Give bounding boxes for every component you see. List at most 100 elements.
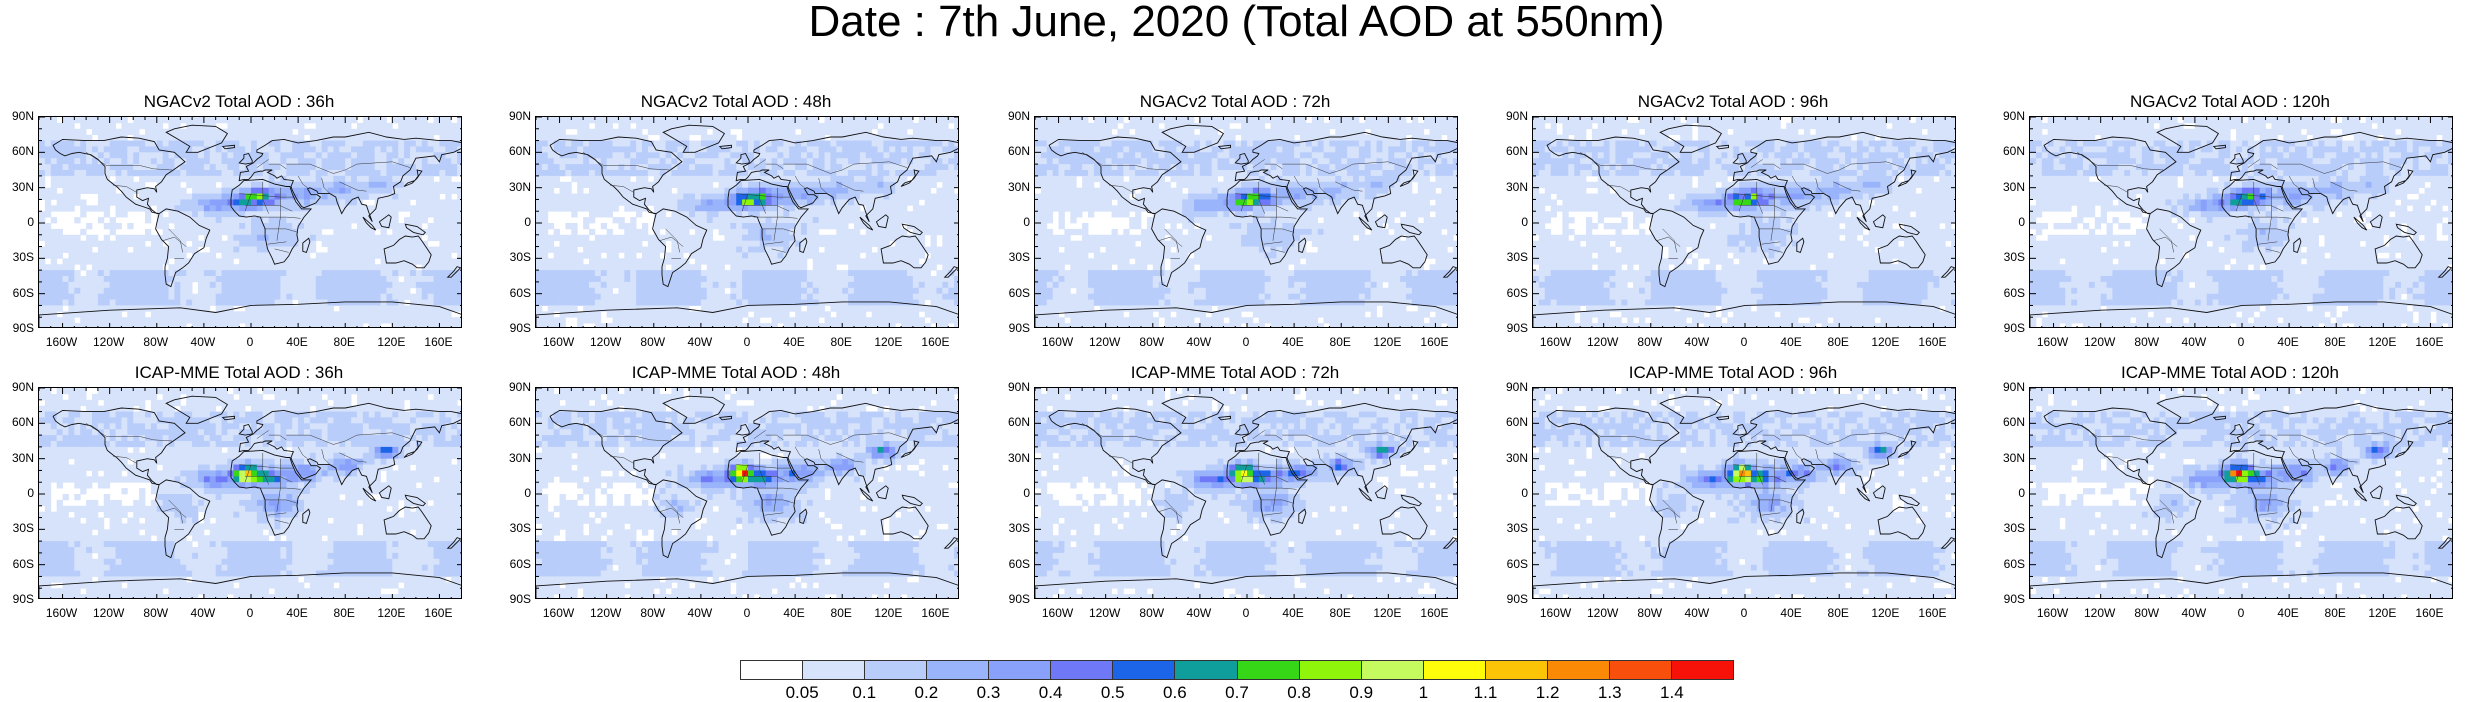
lat-tick-label: 0 (497, 216, 531, 228)
colorbar-tick-label: 0.05 (777, 684, 827, 701)
lat-tick-label: 30S (996, 522, 1030, 534)
panel-title: ICAP-MME Total AOD : 96h (1518, 363, 1948, 383)
lat-tick-label: 0 (996, 487, 1030, 499)
colorbar-tick-label: 0.2 (901, 684, 951, 701)
lon-tick-label: 160W (1536, 336, 1576, 348)
colorbar-cell (927, 661, 989, 679)
lat-tick-label: 90N (996, 110, 1030, 122)
lon-tick-label: 160E (1414, 336, 1454, 348)
aod-map-canvas (1035, 388, 1458, 599)
lon-tick-label: 160E (418, 336, 458, 348)
lon-tick-label: 80W (2127, 607, 2167, 619)
colorbar-cell (1051, 661, 1113, 679)
lon-tick-label: 0 (1226, 336, 1266, 348)
lat-tick-label: 90S (1494, 322, 1528, 334)
lat-tick-label: 60N (497, 416, 531, 428)
lon-tick-label: 160W (1038, 607, 1078, 619)
colorbar-cell (1486, 661, 1548, 679)
lat-tick-label: 30S (1494, 522, 1528, 534)
lat-tick-label: 60S (996, 558, 1030, 570)
lon-tick-label: 80W (1630, 336, 1670, 348)
colorbar-cell (1362, 661, 1424, 679)
lat-tick-label: 90S (1991, 322, 2025, 334)
lon-tick-label: 80W (2127, 336, 2167, 348)
lat-tick-label: 30S (497, 522, 531, 534)
lon-tick-label: 40W (2174, 336, 2214, 348)
lon-tick-label: 120W (1085, 607, 1125, 619)
colorbar-cell (803, 661, 865, 679)
colorbar-cell (1424, 661, 1486, 679)
lon-tick-label: 120W (1085, 336, 1125, 348)
aod-field (536, 388, 959, 599)
lat-tick-label: 30N (1991, 452, 2025, 464)
lon-tick-label: 160W (2033, 607, 2073, 619)
aod-map-canvas (1533, 117, 1956, 328)
lon-tick-label: 80W (633, 336, 673, 348)
aod-map (38, 116, 462, 328)
lat-tick-label: 0 (0, 216, 34, 228)
lat-tick-label: 30N (497, 181, 531, 193)
lon-tick-label: 80E (1818, 607, 1858, 619)
lon-tick-label: 40W (1179, 607, 1219, 619)
lon-tick-label: 80E (2315, 607, 2355, 619)
lat-tick-label: 60S (0, 558, 34, 570)
aod-map-canvas (39, 117, 462, 328)
panel-title: NGACv2 Total AOD : 36h (24, 92, 454, 112)
lat-tick-label: 30N (497, 452, 531, 464)
lat-tick-label: 60N (1991, 416, 2025, 428)
lon-tick-label: 120E (868, 336, 908, 348)
lat-tick-label: 60S (1494, 287, 1528, 299)
lat-tick-label: 90S (996, 593, 1030, 605)
aod-field (536, 117, 959, 328)
lat-tick-label: 60N (0, 145, 34, 157)
aod-map-canvas (536, 117, 959, 328)
colorbar-cell (1548, 661, 1610, 679)
colorbar-tick-label: 1.1 (1461, 684, 1511, 701)
lat-tick-label: 0 (1991, 487, 2025, 499)
colorbar-tick-label: 1 (1398, 684, 1448, 701)
aod-colorbar (740, 660, 1734, 680)
lon-tick-label: 120E (371, 336, 411, 348)
lon-tick-label: 120E (1865, 336, 1905, 348)
lon-tick-label: 120W (586, 336, 626, 348)
lat-tick-label: 90S (0, 593, 34, 605)
lon-tick-label: 80W (1132, 607, 1172, 619)
lat-tick-label: 30N (0, 452, 34, 464)
panel-title: ICAP-MME Total AOD : 120h (2015, 363, 2445, 383)
lon-tick-label: 120E (1367, 607, 1407, 619)
lat-tick-label: 60S (1991, 558, 2025, 570)
lon-tick-label: 80W (1132, 336, 1172, 348)
lat-tick-label: 90S (497, 322, 531, 334)
lat-tick-label: 60N (1494, 416, 1528, 428)
lon-tick-label: 40W (680, 607, 720, 619)
lon-tick-label: 160W (539, 336, 579, 348)
lon-tick-label: 160E (1912, 607, 1952, 619)
lon-tick-label: 80E (324, 607, 364, 619)
lon-tick-label: 160W (42, 336, 82, 348)
lon-tick-label: 80E (821, 607, 861, 619)
aod-field (2030, 117, 2453, 328)
lat-tick-label: 0 (996, 216, 1030, 228)
lat-tick-label: 60S (497, 558, 531, 570)
lon-tick-label: 0 (230, 336, 270, 348)
aod-map-canvas (2030, 117, 2453, 328)
lon-tick-label: 80W (136, 336, 176, 348)
lon-tick-label: 40W (183, 607, 223, 619)
lon-tick-label: 120W (586, 607, 626, 619)
lat-tick-label: 90S (0, 322, 34, 334)
lon-tick-label: 0 (727, 336, 767, 348)
colorbar-tick-label: 1.3 (1585, 684, 1635, 701)
lon-tick-label: 40E (1771, 336, 1811, 348)
lat-tick-label: 60N (0, 416, 34, 428)
lat-tick-label: 90N (497, 381, 531, 393)
lon-tick-label: 0 (1724, 607, 1764, 619)
lat-tick-label: 30S (1991, 251, 2025, 263)
colorbar-tick-label: 1.4 (1647, 684, 1697, 701)
lon-tick-label: 120W (2080, 336, 2120, 348)
panel-title: ICAP-MME Total AOD : 72h (1020, 363, 1450, 383)
aod-map (535, 116, 959, 328)
lat-tick-label: 60N (996, 416, 1030, 428)
panel-title: NGACv2 Total AOD : 48h (521, 92, 951, 112)
